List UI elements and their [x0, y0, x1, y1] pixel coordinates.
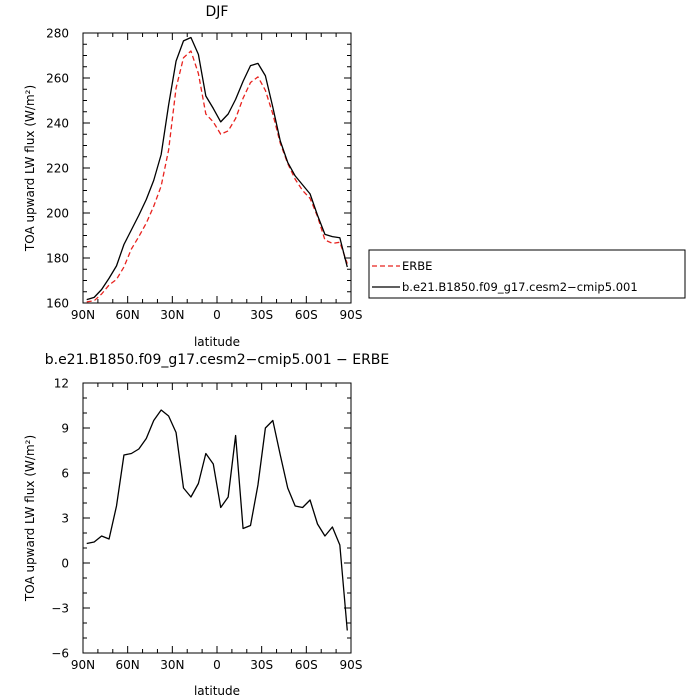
- y-tick-label: 260: [46, 72, 69, 86]
- legend-label-model: b.e21.B1850.f09_g17.cesm2−cmip5.001: [402, 280, 638, 294]
- y-tick-label: 220: [46, 162, 69, 176]
- bottom-x-axis-label: latitude: [194, 684, 240, 698]
- bottom-y-tick-labels: −6 −3 0 3 6 9 12: [51, 377, 69, 661]
- x-tick-label: 90S: [340, 658, 363, 672]
- legend-label-erbe: ERBE: [402, 259, 432, 273]
- top-series-lines: [86, 36, 348, 303]
- x-tick-label: 60N: [116, 308, 140, 322]
- legend-box: [368, 249, 686, 299]
- y-tick-label: 6: [61, 467, 69, 481]
- top-panel: DJF 90N 60N 30N 0 30S 60S 90S 160 180 200 220 240 2…: [23, 4, 362, 349]
- top-plot-frame: [82, 32, 352, 304]
- bottom-panel: b.e21.B1850.f09_g17.cesm2−cmip5.001 − ER…: [23, 352, 390, 698]
- y-tick-label: 12: [54, 377, 69, 391]
- x-tick-label: 30S: [250, 658, 273, 672]
- y-tick-label: 0: [61, 557, 69, 571]
- series-line-model: [86, 36, 348, 301]
- y-tick-label: 240: [46, 117, 69, 131]
- y-tick-label: 3: [61, 512, 69, 526]
- y-tick-label: 9: [61, 422, 69, 436]
- top-x-tick-labels: 90N 60N 30N 0 30S 60S 90S: [71, 308, 363, 322]
- x-tick-label: 30N: [160, 658, 184, 672]
- top-chart-title: DJF: [206, 4, 229, 20]
- bottom-ticks: [82, 382, 352, 654]
- y-tick-label: 200: [46, 207, 69, 221]
- x-tick-label: 60N: [116, 658, 140, 672]
- x-tick-label: 30N: [160, 308, 184, 322]
- y-tick-label: −6: [51, 647, 69, 661]
- bottom-plot-frame: [82, 382, 352, 654]
- x-tick-label: 30S: [250, 308, 273, 322]
- y-tick-label: −3: [51, 602, 69, 616]
- bottom-y-axis-label: TOA upward LW flux (W/m²): [23, 435, 37, 602]
- bottom-series-lines: [86, 409, 348, 631]
- top-x-axis-label: latitude: [194, 335, 240, 349]
- y-tick-label: 160: [46, 297, 69, 311]
- y-tick-label: 180: [46, 252, 69, 266]
- x-tick-label: 0: [213, 308, 221, 322]
- x-tick-label: 90S: [340, 308, 363, 322]
- legend: ERBE b.e21.B1850.f09_g17.cesm2−cmip5.001: [368, 249, 686, 299]
- bottom-chart-title: b.e21.B1850.f09_g17.cesm2−cmip5.001 − ER…: [45, 352, 390, 368]
- series-line-erbe: [86, 50, 348, 303]
- x-tick-label: 90N: [71, 658, 95, 672]
- y-tick-label: 280: [46, 27, 69, 41]
- bottom-x-tick-labels: 90N 60N 30N 0 30S 60S 90S: [71, 658, 363, 672]
- x-tick-label: 0: [213, 658, 221, 672]
- x-tick-label: 90N: [71, 308, 95, 322]
- top-ticks: [82, 32, 352, 304]
- top-y-axis-label: TOA upward LW flux (W/m²): [23, 85, 37, 252]
- top-y-tick-labels: 160 180 200 220 240 260 280: [46, 27, 69, 311]
- series-line-model: [86, 409, 348, 631]
- x-tick-label: 60S: [295, 308, 318, 322]
- x-tick-label: 60S: [295, 658, 318, 672]
